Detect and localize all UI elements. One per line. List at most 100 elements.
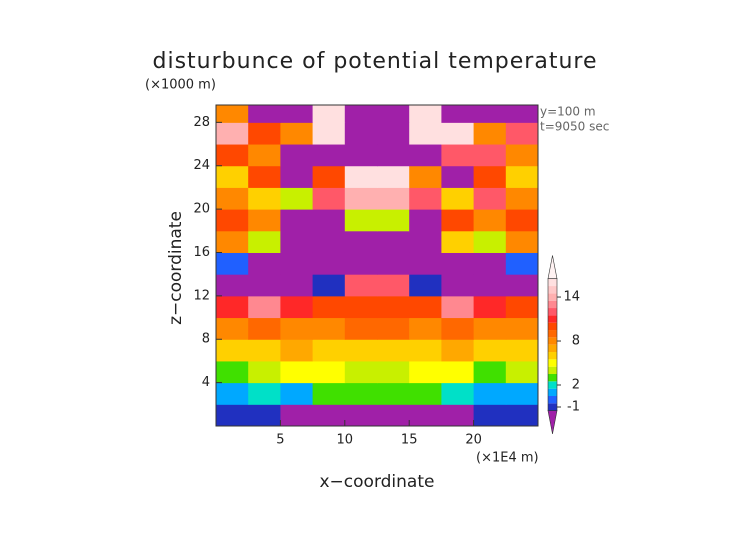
field-cell: [441, 187, 475, 210]
field-cell: [216, 339, 249, 362]
field-cell: [216, 187, 249, 210]
x-tick-label: 15: [401, 433, 418, 448]
field-cell: [441, 105, 475, 123]
field-cell: [505, 122, 538, 145]
field-cell: [312, 144, 346, 167]
field-cell: [441, 165, 475, 188]
field-cell: [441, 274, 475, 297]
field-cell: [312, 339, 346, 362]
field-cell: [409, 295, 442, 319]
field-cell: [312, 404, 346, 426]
field-cell: [344, 274, 378, 297]
field-cell: [377, 295, 410, 319]
field-cell: [377, 360, 410, 384]
field-cell: [441, 230, 475, 253]
field-cell: [344, 252, 378, 275]
colorbar-cell: [548, 352, 557, 360]
field-cell: [280, 252, 314, 275]
field-cell: [280, 404, 314, 426]
field-cell: [312, 209, 346, 232]
colorbar-tick-label: -1: [567, 399, 580, 414]
field-cell: [441, 252, 475, 275]
field-cell: [344, 317, 378, 340]
field-cell: [473, 165, 507, 188]
plot-frame: [215, 104, 539, 427]
field-cell: [312, 360, 346, 384]
field-cell: [280, 144, 314, 167]
field-cell: [248, 230, 281, 253]
field-cell: [409, 252, 442, 275]
field-cell: [312, 317, 346, 340]
field-cell: [505, 252, 538, 275]
field-cell: [473, 122, 507, 145]
field-cell: [409, 209, 442, 232]
field-cell: [280, 165, 314, 188]
field-cell: [505, 317, 538, 340]
field-cell: [216, 144, 249, 167]
field-cell: [344, 144, 378, 167]
colorbar-cell: [548, 366, 557, 375]
field-cell: [248, 165, 281, 188]
colorbar-cell: [548, 300, 557, 309]
field-cell: [441, 360, 475, 384]
colorbar-cell: [548, 337, 557, 345]
colorbar-cell: [548, 322, 557, 331]
y-tick-label: 16: [193, 245, 210, 260]
field-cell: [473, 209, 507, 232]
field-cell: [473, 274, 507, 297]
field-cell: [216, 230, 249, 253]
field-cell: [377, 144, 410, 167]
y-tick-label: 28: [193, 115, 210, 130]
annotation: y=100 m: [540, 105, 596, 119]
colorbar-arrow: [547, 255, 558, 280]
field-cell: [505, 187, 538, 210]
field-cell: [409, 230, 442, 253]
field-cell: [409, 144, 442, 167]
colorbar-cell: [548, 381, 557, 389]
y-axis-label: z−coordinate: [166, 211, 186, 325]
field-cell: [505, 360, 538, 384]
field-cell: [473, 317, 507, 340]
field-cell: [377, 252, 410, 275]
field-cell: [344, 360, 378, 384]
field-cell: [505, 274, 538, 297]
field-cell: [280, 122, 314, 145]
field-cell: [344, 105, 378, 123]
y-tick-label: 24: [193, 158, 210, 173]
colorbar-cell: [548, 344, 557, 353]
colorbar-frame: [547, 278, 558, 411]
field-cell: [216, 404, 249, 426]
field-cell: [248, 274, 281, 297]
colorbar-cell: [548, 395, 557, 404]
field-cell: [248, 339, 281, 362]
field-cell: [377, 382, 410, 405]
field-cell: [377, 209, 410, 232]
field-cell: [441, 382, 475, 405]
field-cell: [312, 382, 346, 405]
field-cell: [473, 252, 507, 275]
field-cell: [344, 404, 378, 426]
field-cell: [280, 209, 314, 232]
field-cell: [248, 209, 281, 232]
field-cell: [377, 165, 410, 188]
field-cell: [216, 165, 249, 188]
field-cell: [280, 339, 314, 362]
field-cell: [377, 404, 410, 426]
field-cell: [409, 165, 442, 188]
field-cell: [505, 165, 538, 188]
field-cell: [441, 317, 475, 340]
field-cell: [344, 295, 378, 319]
field-cell: [505, 339, 538, 362]
field-cell: [409, 187, 442, 210]
field-cell: [248, 382, 281, 405]
field-cell: [280, 230, 314, 253]
field-cell: [216, 295, 249, 319]
field-cell: [248, 122, 281, 145]
colorbar-cell: [548, 278, 557, 287]
colorbar-tick-label: 2: [572, 378, 580, 393]
field-cell: [409, 360, 442, 384]
field-cell: [248, 404, 281, 426]
field-cell: [216, 317, 249, 340]
